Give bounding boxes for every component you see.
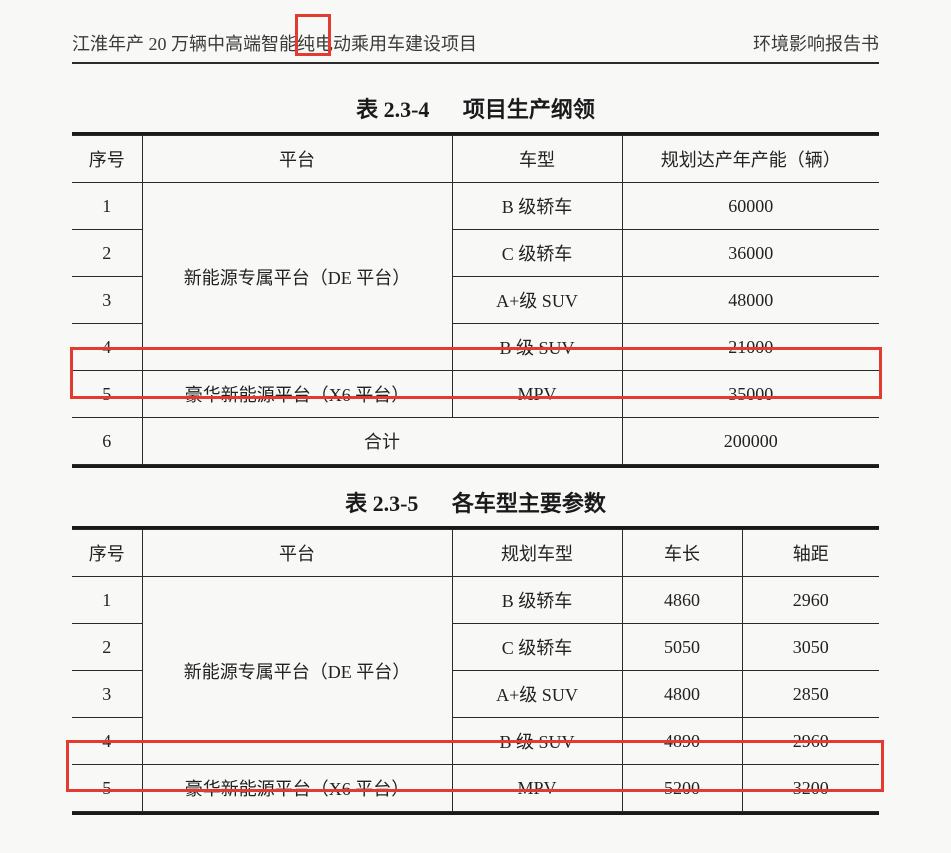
t1-h-seq: 序号 — [72, 136, 142, 183]
t1-model: B 级轿车 — [452, 183, 622, 230]
table2-head-row: 序号 平台 规划车型 车长 轴距 — [72, 530, 879, 577]
t1-seq: 5 — [72, 371, 142, 418]
t1-model: A+级 SUV — [452, 277, 622, 324]
t2-seq: 2 — [72, 624, 142, 671]
t1-cap: 48000 — [622, 277, 879, 324]
t1-model: MPV — [452, 371, 622, 418]
table2-caption-title: 各车型主要参数 — [452, 491, 606, 516]
page-header: 江淮年产 20 万辆中高端智能纯电动乘用车建设项目 环境影响报告书 — [72, 30, 879, 64]
t1-h-platform: 平台 — [142, 136, 452, 183]
table1-caption-no: 表 2.3-4 — [356, 97, 429, 122]
table2-wrap: 序号 平台 规划车型 车长 轴距 1 新能源专属平台（DE 平台） B 级轿车 … — [72, 526, 879, 815]
t2-seq: 1 — [72, 577, 142, 624]
t1-h-model: 车型 — [452, 136, 622, 183]
t2-seq: 3 — [72, 671, 142, 718]
t2-model: B 级 SUV — [452, 718, 622, 765]
t1-total-seq: 6 — [72, 418, 142, 465]
t2-h-length: 车长 — [622, 530, 742, 577]
table2-caption-no: 表 2.3-5 — [345, 491, 418, 516]
t2-model: MPV — [452, 765, 622, 812]
table1-caption-title: 项目生产纲领 — [463, 97, 595, 122]
t1-cap: 35000 — [622, 371, 879, 418]
table-row-total: 6 合计 200000 — [72, 418, 879, 465]
t2-wb: 2960 — [742, 577, 879, 624]
header-left: 江淮年产 20 万辆中高端智能纯电动乘用车建设项目 — [72, 30, 477, 56]
t1-cap: 60000 — [622, 183, 879, 230]
t2-model: A+级 SUV — [452, 671, 622, 718]
table-row: 5 豪华新能源平台（X6 平台） MPV 5200 3200 — [72, 765, 879, 812]
t2-platform-de: 新能源专属平台（DE 平台） — [142, 577, 452, 765]
t1-cap: 21000 — [622, 324, 879, 371]
document-page: 江淮年产 20 万辆中高端智能纯电动乘用车建设项目 环境影响报告书 表 2.3-… — [0, 0, 951, 853]
t1-platform-de: 新能源专属平台（DE 平台） — [142, 183, 452, 371]
t2-h-platform: 平台 — [142, 530, 452, 577]
t1-seq: 2 — [72, 230, 142, 277]
t2-model: C 级轿车 — [452, 624, 622, 671]
t2-h-wheelbase: 轴距 — [742, 530, 879, 577]
table1-wrap: 序号 平台 车型 规划达产年产能（辆） 1 新能源专属平台（DE 平台） B 级… — [72, 132, 879, 468]
t2-model: B 级轿车 — [452, 577, 622, 624]
table-row: 1 新能源专属平台（DE 平台） B 级轿车 4860 2960 — [72, 577, 879, 624]
t1-total-cap: 200000 — [622, 418, 879, 465]
t2-wb: 2850 — [742, 671, 879, 718]
t1-model: C 级轿车 — [452, 230, 622, 277]
t2-seq: 5 — [72, 765, 142, 812]
t1-h-capacity: 规划达产年产能（辆） — [622, 136, 879, 183]
t2-len: 4890 — [622, 718, 742, 765]
t1-total-label: 合计 — [142, 418, 622, 465]
t2-len: 4800 — [622, 671, 742, 718]
t1-seq: 3 — [72, 277, 142, 324]
t1-seq: 1 — [72, 183, 142, 230]
table2: 序号 平台 规划车型 车长 轴距 1 新能源专属平台（DE 平台） B 级轿车 … — [72, 529, 879, 812]
t2-wb: 2960 — [742, 718, 879, 765]
t2-len: 4860 — [622, 577, 742, 624]
t2-h-seq: 序号 — [72, 530, 142, 577]
t1-platform-x6: 豪华新能源平台（X6 平台） — [142, 371, 452, 418]
t2-h-model: 规划车型 — [452, 530, 622, 577]
table1: 序号 平台 车型 规划达产年产能（辆） 1 新能源专属平台（DE 平台） B 级… — [72, 135, 879, 465]
t2-wb: 3200 — [742, 765, 879, 812]
table-row: 1 新能源专属平台（DE 平台） B 级轿车 60000 — [72, 183, 879, 230]
t1-seq: 4 — [72, 324, 142, 371]
header-right: 环境影响报告书 — [753, 30, 879, 56]
table-row: 5 豪华新能源平台（X6 平台） MPV 35000 — [72, 371, 879, 418]
t1-cap: 36000 — [622, 230, 879, 277]
t2-len: 5050 — [622, 624, 742, 671]
table1-head-row: 序号 平台 车型 规划达产年产能（辆） — [72, 136, 879, 183]
t2-len: 5200 — [622, 765, 742, 812]
table2-caption: 表 2.3-5 各车型主要参数 — [72, 486, 879, 518]
t2-wb: 3050 — [742, 624, 879, 671]
t1-model: B 级 SUV — [452, 324, 622, 371]
t2-platform-x6: 豪华新能源平台（X6 平台） — [142, 765, 452, 812]
t2-seq: 4 — [72, 718, 142, 765]
table1-caption: 表 2.3-4 项目生产纲领 — [72, 92, 879, 124]
